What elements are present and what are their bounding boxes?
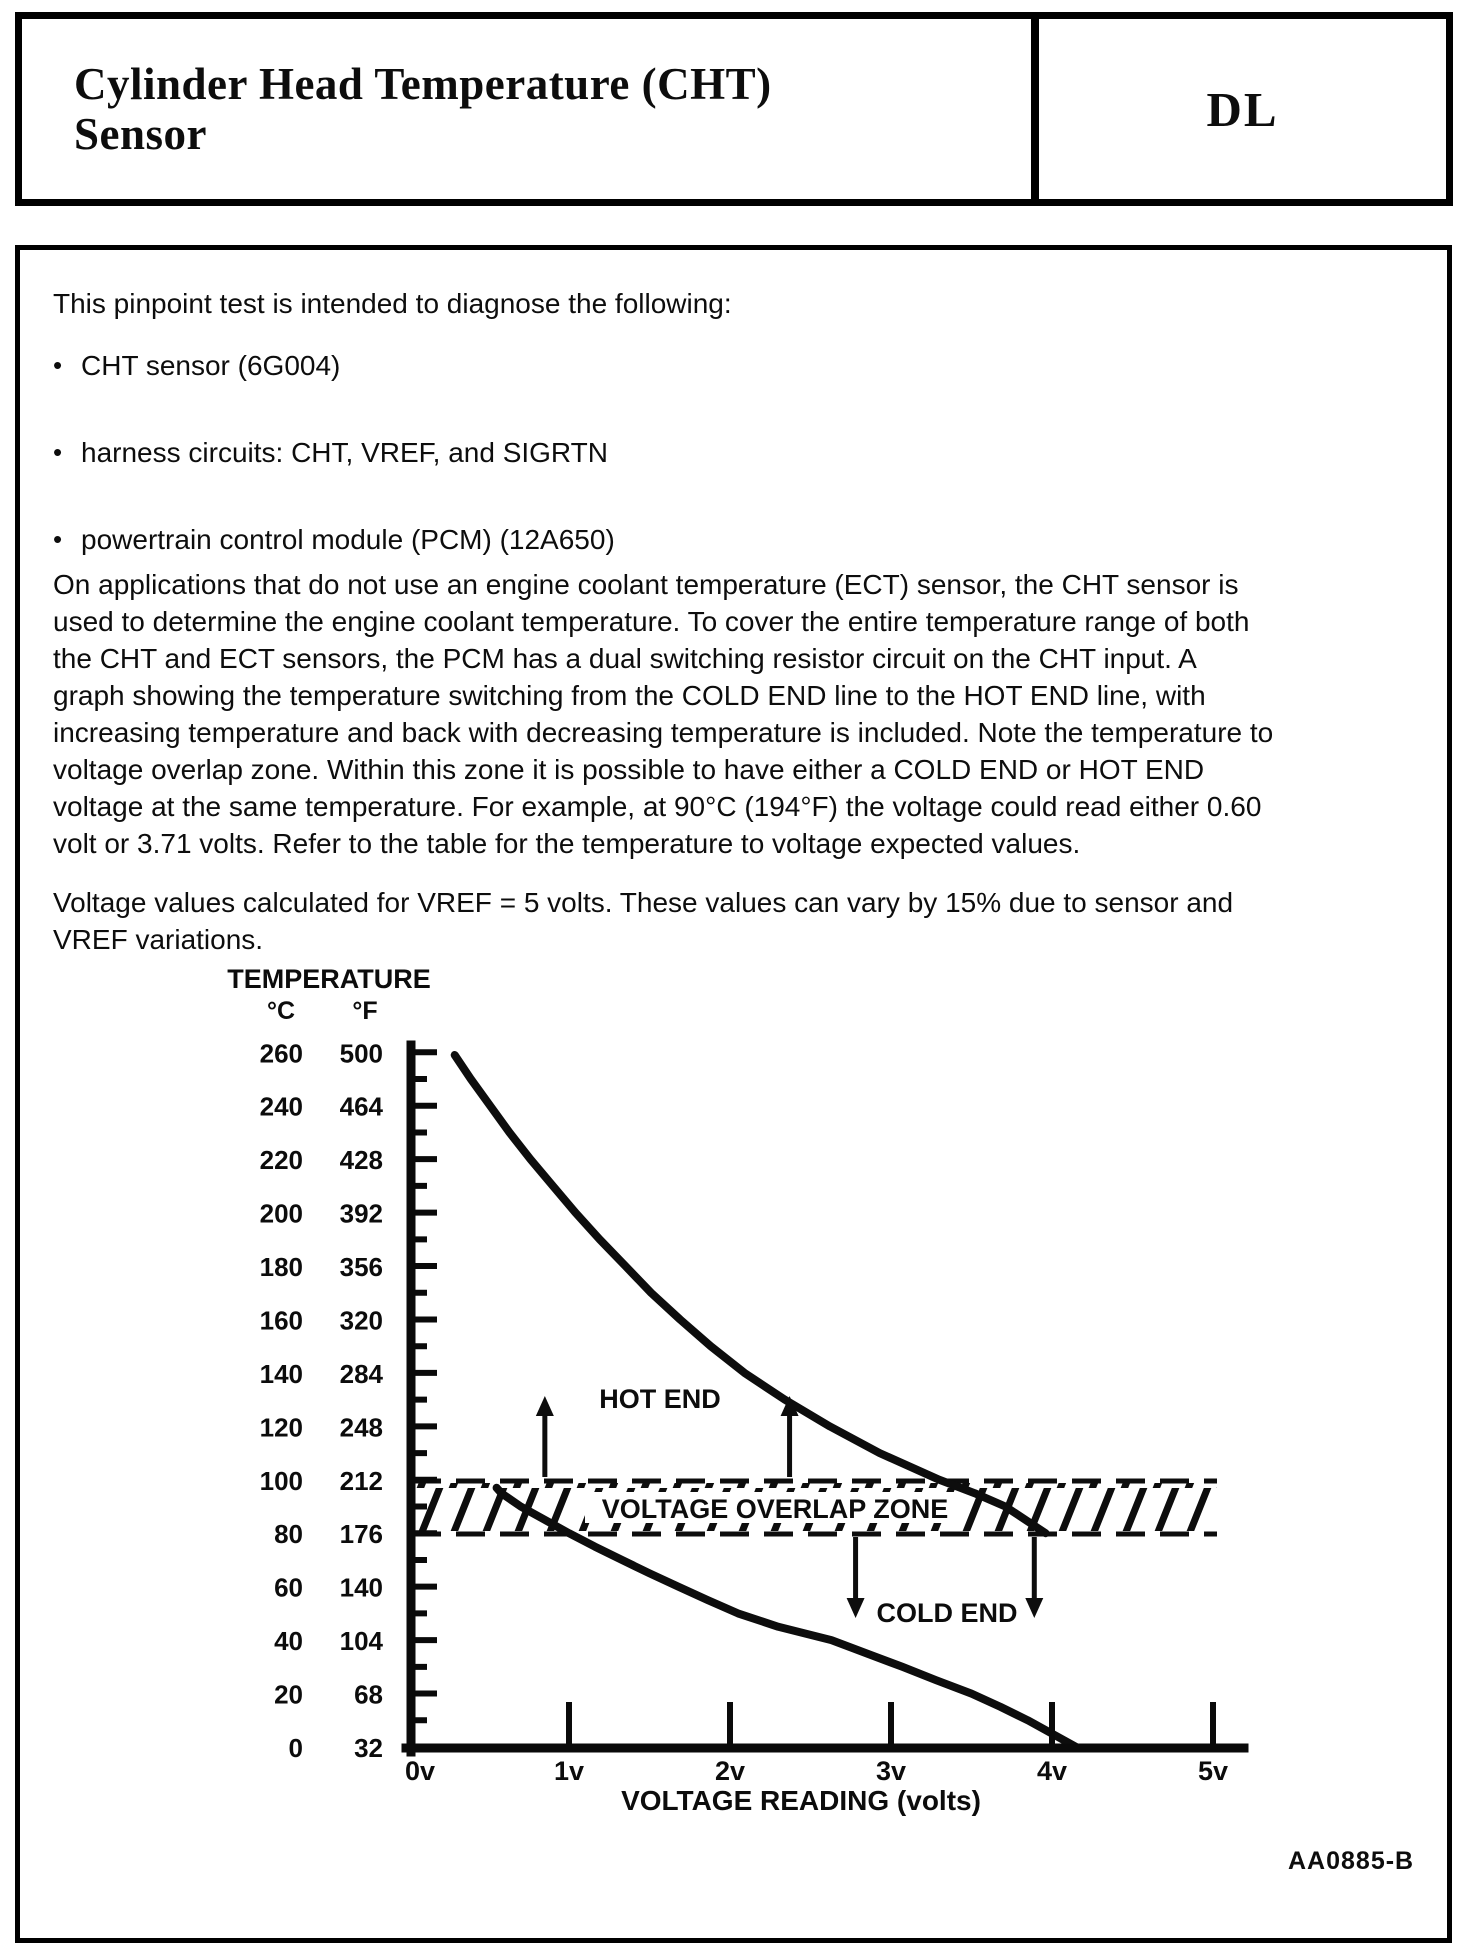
- up-arrow-icon: [780, 1396, 799, 1416]
- temp-celsius-label: 140: [260, 1359, 303, 1389]
- hot-end-label: HOT END: [599, 1384, 721, 1414]
- temp-celsius-label: 40: [274, 1626, 303, 1656]
- fahrenheit-column-header: °F: [352, 997, 377, 1025]
- lead-text: This pinpoint test is intended to diagno…: [53, 288, 732, 319]
- temperature-voltage-chart: TEMPERATURE °C °F VOLTAGE OVERLAP ZONE 2…: [227, 964, 1249, 1816]
- header-box: Cylinder Head Temperature (CHT) Sensor D…: [15, 12, 1453, 206]
- bullet-text: CHT sensor (6G004): [81, 350, 341, 381]
- paragraph-line: the CHT and ECT sensors, the PCM has a d…: [53, 643, 1197, 674]
- temp-fahrenheit-label: 464: [340, 1092, 384, 1122]
- temp-fahrenheit-label: 176: [340, 1519, 383, 1549]
- paragraph-line: VREF variations.: [53, 924, 264, 955]
- temp-celsius-label: 60: [274, 1573, 303, 1603]
- temp-fahrenheit-label: 320: [340, 1305, 383, 1335]
- voltage-tick-label: 4v: [1037, 1756, 1067, 1786]
- temp-fahrenheit-label: 428: [340, 1145, 383, 1175]
- x-axis-title: VOLTAGE READING (volts): [621, 1785, 981, 1816]
- bullet-text: harness circuits: CHT, VREF, and SIGRTN: [81, 437, 608, 468]
- voltage-overlap-zone: VOLTAGE OVERLAP ZONE: [412, 1478, 1217, 1537]
- temp-fahrenheit-label: 32: [354, 1733, 383, 1763]
- down-arrow-icon: [846, 1598, 865, 1618]
- bullet-icon: •: [53, 437, 63, 467]
- paragraph-line: graph showing the temperature switching …: [53, 680, 1206, 711]
- overlap-label-box: [585, 1492, 965, 1523]
- up-arrow-icon: [535, 1396, 554, 1416]
- temp-celsius-label: 220: [260, 1145, 303, 1175]
- temp-celsius-label: 80: [274, 1519, 303, 1549]
- overlap-zone-label: VOLTAGE OVERLAP ZONE: [602, 1494, 949, 1524]
- page-title-line2: Sensor: [74, 109, 208, 159]
- lead-paragraph: This pinpoint test is intended to diagno…: [53, 285, 732, 322]
- bullet-icon: •: [53, 350, 63, 380]
- paragraph-line: voltage at the same temperature. For exa…: [53, 791, 1262, 822]
- section-code-cell: DL: [1031, 19, 1446, 199]
- temp-celsius-label: 100: [260, 1466, 303, 1496]
- bullet-list: • CHT sensor (6G004) • harness circuits: C…: [53, 347, 615, 608]
- voltage-tick-label: 5v: [1198, 1756, 1228, 1786]
- temp-fahrenheit-label: 248: [340, 1412, 383, 1442]
- page-title-line1: Cylinder Head Temperature (CHT): [74, 59, 772, 109]
- page-title: Cylinder Head Temperature (CHT) Sensor: [22, 19, 1031, 199]
- description-paragraph: On applications that do not use an engin…: [53, 566, 1273, 862]
- figure-code: AA0885-B: [1288, 1847, 1415, 1875]
- cold-end-label: COLD END: [877, 1598, 1018, 1628]
- temp-celsius-label: 260: [260, 1038, 303, 1068]
- temp-celsius-label: 0: [289, 1733, 303, 1763]
- temp-fahrenheit-label: 392: [340, 1199, 383, 1229]
- cold-end-curve: [492, 1483, 1081, 1751]
- voltage-tick-label: 2v: [715, 1756, 745, 1786]
- voltage-tick-label: 0v: [405, 1756, 435, 1786]
- list-item: • powertrain control module (PCM) (12A650…: [53, 521, 615, 558]
- down-arrow-icon: [1025, 1598, 1044, 1618]
- paragraph-line: On applications that do not use an engin…: [53, 569, 1239, 600]
- paragraph-line: increasing temperature and back with dec…: [53, 717, 1274, 748]
- paragraph-line: Voltage values calculated for VREF = 5 v…: [53, 887, 1234, 918]
- temp-celsius-label: 180: [260, 1252, 303, 1282]
- temperature-axis-title: TEMPERATURE: [227, 964, 431, 994]
- vref-paragraph: Voltage values calculated for VREF = 5 v…: [53, 884, 1233, 958]
- temp-fahrenheit-label: 68: [354, 1680, 383, 1710]
- temp-fahrenheit-label: 212: [340, 1466, 383, 1496]
- voltage-tick-labels: 0v 1v 2v 3v 4v 5v: [405, 1756, 1228, 1786]
- temp-fahrenheit-label: 284: [340, 1359, 384, 1389]
- paragraph-line: used to determine the engine coolant tem…: [53, 606, 1250, 637]
- bullet-icon: •: [53, 524, 63, 554]
- paragraph-line: voltage overlap zone. Within this zone i…: [53, 754, 1205, 785]
- temp-celsius-label: 120: [260, 1412, 303, 1442]
- temp-fahrenheit-label: 356: [340, 1252, 383, 1282]
- temp-celsius-label: 200: [260, 1199, 303, 1229]
- hot-end-curve: [450, 1051, 1050, 1538]
- celsius-column-header: °C: [267, 997, 295, 1025]
- paragraph-line: volt or 3.71 volts. Refer to the table f…: [53, 828, 1081, 859]
- temp-fahrenheit-label: 140: [340, 1573, 383, 1603]
- temp-celsius-label: 160: [260, 1305, 303, 1335]
- temp-fahrenheit-label: 104: [340, 1626, 384, 1656]
- list-item: • CHT sensor (6G004): [53, 347, 615, 384]
- temp-celsius-label: 240: [260, 1092, 303, 1122]
- temp-fahrenheit-label: 500: [340, 1038, 383, 1068]
- temp-celsius-label: 20: [274, 1680, 303, 1710]
- direction-arrows: [535, 1396, 1044, 1618]
- section-code: DL: [1206, 81, 1279, 137]
- list-item: • harness circuits: CHT, VREF, and SIGRTN: [53, 434, 615, 471]
- chart-curves: [450, 1051, 1081, 1751]
- content-panel: This pinpoint test is intended to diagno…: [15, 245, 1452, 1943]
- voltage-tick-label: 1v: [554, 1756, 584, 1786]
- voltage-tick-label: 3v: [876, 1756, 906, 1786]
- bullet-text: powertrain control module (PCM) (12A650): [81, 524, 615, 555]
